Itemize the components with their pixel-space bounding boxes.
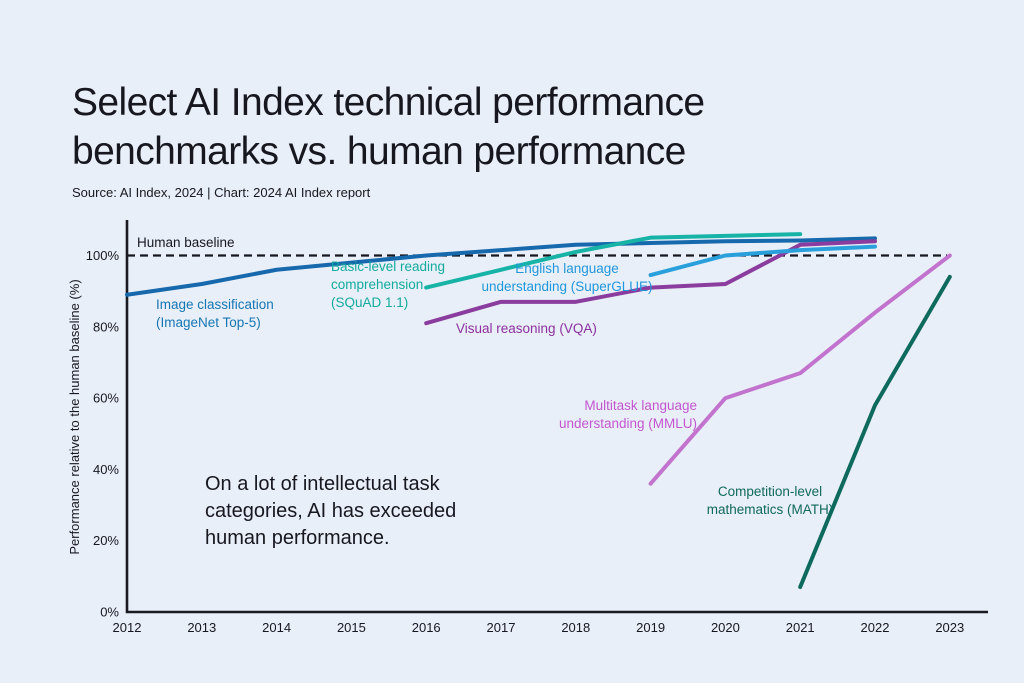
x-axis-tick-label: 2018	[561, 620, 590, 635]
series-line-4	[648, 253, 952, 486]
x-axis-tick-label: 2020	[711, 620, 740, 635]
y-axis-tick-label: 0%	[100, 605, 119, 620]
series-line-3	[648, 244, 877, 278]
series-label-4: Multitask language understanding (MMLU)	[559, 398, 697, 431]
series-line-2	[424, 239, 877, 326]
y-axis-title: Performance relative to the human baseli…	[67, 279, 82, 554]
x-axis-tick-label: 2013	[187, 620, 216, 635]
human-baseline-label: Human baseline	[137, 235, 235, 250]
x-axis-tick-label: 2021	[786, 620, 815, 635]
x-axis-tick-label: 2012	[113, 620, 142, 635]
y-axis-tick-label: 40%	[93, 462, 119, 477]
series-label-2: Visual reasoning (VQA)	[456, 321, 597, 336]
x-axis-tick-label: 2016	[412, 620, 441, 635]
chart-title-line-2: benchmarks vs. human performance	[72, 130, 686, 173]
y-axis-tick-label: 60%	[93, 391, 119, 406]
series-label-3: English language understanding (SuperGLUE…	[481, 261, 652, 294]
y-axis-tick-label: 80%	[93, 319, 119, 334]
series-label-5: Competition-level mathematics (MATH)	[707, 484, 834, 517]
y-axis-tick-label: 20%	[93, 533, 119, 548]
source-caption: Source: AI Index, 2024 | Chart: 2024 AI …	[72, 185, 371, 200]
axis-lines	[125, 220, 988, 614]
chart-title: Select AI Index technical performance be…	[72, 78, 705, 176]
x-axis-tick-label: 2022	[861, 620, 890, 635]
series-label-1: Basic-level reading comprehension (SQuAD 1…	[331, 259, 445, 310]
x-axis-tick-label: 2019	[636, 620, 665, 635]
series-line-1	[424, 232, 803, 290]
series-label-0: Image classification (ImageNet Top-5)	[156, 297, 274, 330]
chart-title-line-1: Select AI Index technical performance	[72, 81, 705, 124]
series-line-0	[125, 236, 877, 297]
x-axis-tick-label: 2017	[487, 620, 516, 635]
y-axis-tick-label: 100%	[86, 248, 120, 263]
x-axis-tick-label: 2014	[262, 620, 291, 635]
x-axis-tick-label: 2023	[935, 620, 964, 635]
x-axis-tick-label: 2015	[337, 620, 366, 635]
annotation-text: On a lot of intellectual task categories,…	[205, 473, 456, 549]
series-line-5	[798, 274, 952, 590]
